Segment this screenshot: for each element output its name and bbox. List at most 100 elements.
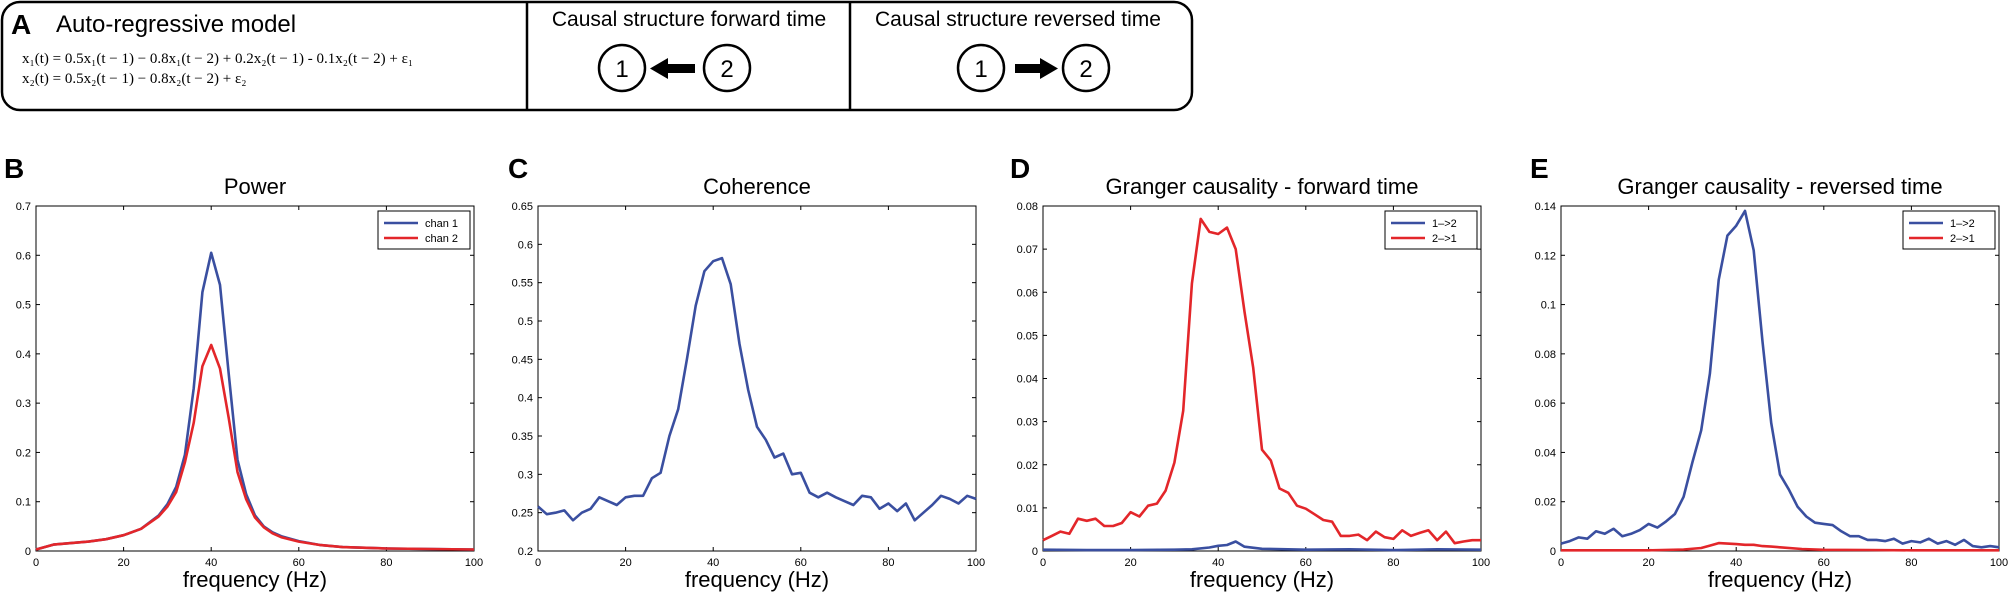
y-tick-label: 0.1: [1541, 300, 1556, 312]
panel-a-title: Auto-regressive model: [56, 11, 296, 38]
x-tick-label: 40: [1730, 557, 1742, 569]
plot-frame: [35, 205, 475, 552]
y-tick-label: 0.03: [1017, 417, 1038, 429]
panel-letter: D: [1010, 153, 1030, 184]
x-axis-label: frequency (Hz): [685, 567, 829, 592]
chart-c: C Coherence 0 20 40 60 80 100 0.2 0.25 0.3 0.35 0.4 0…: [508, 153, 985, 592]
legend-label: chan 1: [425, 218, 458, 230]
legend-label: 2–>1: [1950, 233, 1975, 245]
y-tick-label: 0: [1032, 546, 1038, 558]
reversed-node-1: [956, 43, 1006, 93]
y-tick-label: 0.55: [512, 278, 533, 290]
x-tick-label: 100: [1472, 557, 1490, 569]
forward-node-1-label: 1: [615, 56, 628, 83]
y-tick-label: 0.06: [1535, 398, 1556, 410]
y-tick-label: 0.06: [1017, 287, 1038, 299]
y-tick-label: 0: [1550, 546, 1556, 558]
series-line-0: [1042, 540, 1482, 552]
series-line-1: [1561, 541, 1999, 552]
forward-node-2: [702, 43, 752, 93]
series-line-0: [537, 256, 977, 522]
legend-box: [1384, 210, 1478, 250]
x-tick-label: 60: [1300, 557, 1312, 569]
y-tick-label: 0.5: [16, 300, 31, 312]
reversed-node-2-label: 2: [1079, 56, 1092, 83]
y-tick-label: 0.7: [16, 201, 31, 213]
y-tick-label: 0.6: [16, 250, 31, 262]
chart-title: Coherence: [703, 174, 811, 199]
series-line-1: [35, 343, 475, 551]
x-axis-label: frequency (Hz): [183, 567, 327, 592]
y-tick-label: 0.4: [16, 349, 31, 361]
y-tick-label: 0.35: [512, 431, 533, 443]
x-tick-label: 80: [380, 557, 392, 569]
x-tick-label: 0: [33, 557, 39, 569]
y-tick-label: 0.14: [1535, 201, 1556, 213]
plot-frame: [537, 205, 977, 552]
y-tick-label: 0.01: [1017, 503, 1038, 515]
y-tick-label: 0.12: [1535, 250, 1556, 262]
panel-a-frame: [0, 0, 1194, 112]
plot-frame: [1042, 205, 1482, 552]
reversed-node-1-label: 1: [974, 56, 987, 83]
y-tick-label: 0.65: [512, 201, 533, 213]
chart-e: E Granger causality - reversed time 0 20 40 6…: [1530, 153, 2008, 592]
y-tick-label: 0.6: [518, 239, 533, 251]
y-tick-label: 0.4: [518, 393, 533, 405]
y-tick-label: 0.02: [1017, 460, 1038, 472]
x-tick-label: 20: [117, 557, 129, 569]
chart-title: Granger causality - forward time: [1106, 174, 1419, 199]
y-tick-label: 0.07: [1017, 244, 1038, 256]
chart-b: B Power 0 20 40 60 80 100 0 0.1 0.2 0.3 0.4 0.5 0.6 0.7…: [4, 153, 483, 592]
chart-title: Granger causality - reversed time: [1617, 174, 1942, 199]
x-tick-label: 60: [795, 557, 807, 569]
y-tick-label: 0.45: [512, 354, 533, 366]
forward-structure-title: Causal structure forward time: [552, 8, 826, 31]
x-tick-label: 20: [1124, 557, 1136, 569]
x-tick-label: 40: [205, 557, 217, 569]
x-tick-label: 100: [1990, 557, 2008, 569]
x-tick-label: 80: [882, 557, 894, 569]
legend: 1–>2 2–>1: [1902, 210, 1996, 250]
y-tick-label: 0.3: [16, 398, 31, 410]
chart-d: D Granger causality - forward time 0 20 40 60…: [1010, 153, 1490, 592]
plot-frame: [1560, 205, 2000, 552]
y-tick-label: 0.05: [1017, 330, 1038, 342]
x-tick-label: 100: [465, 557, 483, 569]
y-tick-label: 0.5: [518, 316, 533, 328]
reversed-structure-title: Causal structure reversed time: [875, 8, 1161, 31]
legend-label: chan 2: [425, 233, 458, 245]
forward-node-2-label: 2: [720, 56, 733, 83]
forward-arrow-2-to-1: [650, 58, 695, 79]
legend-label: 1–>2: [1950, 218, 1975, 230]
x-tick-label: 40: [707, 557, 719, 569]
legend: chan 1 chan 2: [377, 210, 471, 250]
y-tick-label: 0.25: [512, 508, 533, 520]
legend-box: [377, 210, 471, 250]
x-axis-label: frequency (Hz): [1190, 567, 1334, 592]
y-tick-label: 0.08: [1535, 349, 1556, 361]
panel-letter: B: [4, 153, 24, 184]
x-tick-label: 80: [1387, 557, 1399, 569]
y-tick-label: 0.08: [1017, 201, 1038, 213]
charts-area: B Power 0 20 40 60 80 100 0 0.1 0.2 0.3 0.4 0.5 0.6 0.7…: [4, 153, 2008, 592]
legend-box: [1902, 210, 1996, 250]
panel-a: A Auto-regressive model x₁(t) = 0.5x₁(t …: [0, 0, 1194, 112]
y-tick-label: 0.04: [1535, 447, 1556, 459]
y-tick-label: 0.2: [16, 447, 31, 459]
x-tick-label: 0: [1040, 557, 1046, 569]
y-tick-label: 0.1: [16, 497, 31, 509]
panel-a-letter: A: [11, 9, 31, 40]
legend-label: 2–>1: [1432, 233, 1457, 245]
ar-equation-1: x₁(t) = 0.5x₁(t − 1) − 0.8x₁(t − 2) + 0.…: [22, 51, 413, 67]
reversed-node-2: [1061, 43, 1111, 93]
y-tick-label: 0.02: [1535, 497, 1556, 509]
x-axis-label: frequency (Hz): [1708, 567, 1852, 592]
panel-letter: E: [1530, 153, 1549, 184]
x-tick-label: 40: [1212, 557, 1224, 569]
x-tick-label: 0: [1558, 557, 1564, 569]
chart-title: Power: [224, 174, 286, 199]
x-tick-label: 20: [1642, 557, 1654, 569]
panel-letter: C: [508, 153, 528, 184]
forward-node-1: [597, 43, 647, 93]
